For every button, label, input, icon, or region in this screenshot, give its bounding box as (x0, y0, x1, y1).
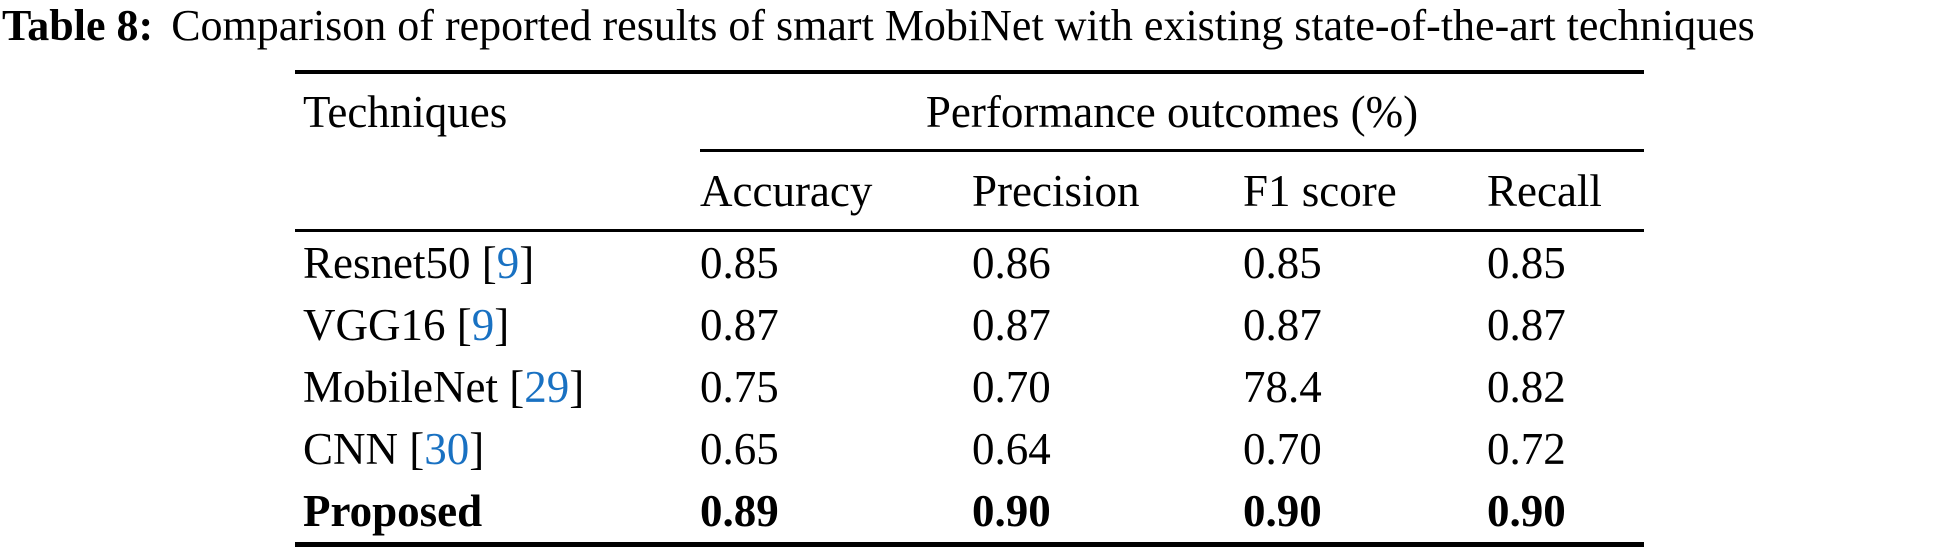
cite-bracket-close: ] (569, 362, 585, 412)
table-header-row-2: Accuracy Precision F1 score Recall (295, 152, 1644, 229)
cell-precision: 0.86 (972, 238, 1051, 288)
cell-accuracy: 0.65 (700, 424, 779, 474)
table-header-row-1: Techniques Performance outcomes (%) (295, 74, 1644, 149)
cell-recall: 0.85 (1487, 238, 1566, 288)
cite-bracket-open: [ (398, 424, 425, 474)
table-bottom-rule (295, 542, 1644, 547)
citation-link[interactable]: 29 (524, 362, 570, 412)
technique-name: VGG16 (303, 300, 446, 350)
table-caption-number: Table 8: (2, 1, 154, 50)
table-caption: Table 8: Comparison of reported results o… (2, 0, 1937, 52)
cite-bracket-open: [ (470, 238, 497, 288)
cell-recall: 0.90 (1487, 486, 1566, 536)
cite-bracket-close: ] (469, 424, 485, 474)
cell-f1-score: 0.90 (1243, 486, 1322, 536)
cell-recall: 0.87 (1487, 300, 1566, 350)
cite-bracket-close: ] (519, 238, 535, 288)
cell-precision: 0.87 (972, 300, 1051, 350)
header-accuracy: Accuracy (700, 165, 873, 216)
cell-technique: MobileNet [29] (295, 361, 700, 413)
cell-technique: CNN [30] (295, 423, 700, 475)
cell-technique: VGG16 [9] (295, 299, 700, 351)
technique-name: Resnet50 (303, 238, 471, 288)
cite-bracket-close: ] (494, 300, 510, 350)
table-row: VGG16 [9] 0.87 0.87 0.87 0.87 (295, 294, 1644, 356)
table-row: Resnet50 [9] 0.85 0.86 0.85 0.85 (295, 232, 1644, 294)
cite-bracket-open: [ (445, 300, 472, 350)
cell-f1-score: 78.4 (1243, 362, 1322, 412)
header-techniques: Techniques (303, 86, 508, 137)
technique-name: CNN (303, 424, 399, 474)
cell-f1-score: 0.87 (1243, 300, 1322, 350)
table-cmid-rule (700, 149, 1644, 152)
table-row-proposed: Proposed 0.89 0.90 0.90 0.90 (295, 480, 1644, 542)
cell-recall: 0.72 (1487, 424, 1566, 474)
technique-name: MobileNet (303, 362, 498, 412)
header-precision: Precision (972, 165, 1140, 216)
table-row: CNN [30] 0.65 0.64 0.70 0.72 (295, 418, 1644, 480)
cell-f1-score: 0.70 (1243, 424, 1322, 474)
cell-accuracy: 0.87 (700, 300, 779, 350)
citation-link[interactable]: 9 (471, 300, 495, 350)
table-mid-rule (295, 229, 1644, 232)
technique-name: Proposed (303, 486, 483, 536)
cell-accuracy: 0.85 (700, 238, 779, 288)
cell-precision: 0.90 (972, 486, 1051, 536)
header-f1-score: F1 score (1243, 165, 1397, 216)
cell-technique: Resnet50 [9] (295, 237, 700, 289)
header-recall: Recall (1487, 165, 1602, 216)
cell-recall: 0.82 (1487, 362, 1566, 412)
cell-f1-score: 0.85 (1243, 238, 1322, 288)
results-table: Techniques Performance outcomes (%) Accu… (295, 70, 1644, 547)
citation-link[interactable]: 9 (496, 238, 520, 288)
header-performance-outcomes: Performance outcomes (%) (925, 86, 1419, 137)
cite-bracket-open: [ (497, 362, 525, 412)
cell-technique: Proposed (295, 485, 700, 537)
cell-accuracy: 0.89 (700, 486, 779, 536)
table-top-rule (295, 70, 1644, 74)
cell-precision: 0.64 (972, 424, 1051, 474)
cell-accuracy: 0.75 (700, 362, 779, 412)
cell-precision: 0.70 (972, 362, 1051, 412)
table-row: MobileNet [29] 0.75 0.70 78.4 0.82 (295, 356, 1644, 418)
citation-link[interactable]: 30 (424, 424, 470, 474)
table-caption-text: Comparison of reported results of smart … (171, 1, 1755, 50)
